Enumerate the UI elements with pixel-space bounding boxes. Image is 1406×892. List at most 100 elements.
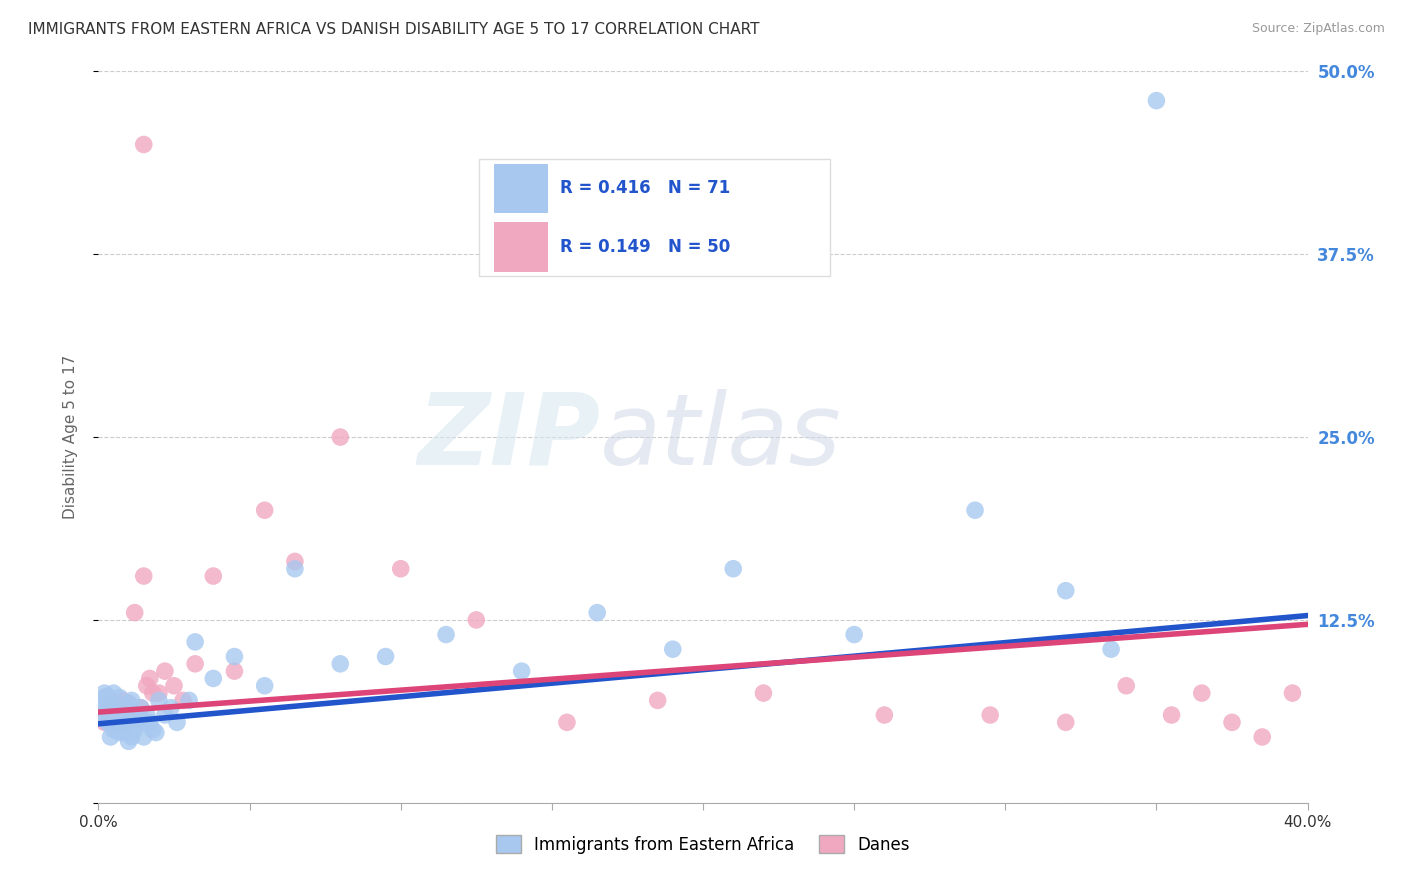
Point xyxy=(93,705,115,719)
Point xyxy=(118,734,141,748)
Point xyxy=(434,627,457,641)
Point xyxy=(129,700,152,714)
Point xyxy=(166,715,188,730)
Point xyxy=(132,137,155,152)
Point xyxy=(139,672,162,686)
Text: atlas: atlas xyxy=(600,389,842,485)
Point xyxy=(184,635,207,649)
Point xyxy=(127,715,149,730)
Point xyxy=(108,700,131,714)
Point xyxy=(132,715,155,730)
Point xyxy=(129,700,152,714)
Point xyxy=(103,715,125,730)
Point xyxy=(127,711,149,725)
Point xyxy=(555,715,578,730)
FancyBboxPatch shape xyxy=(494,163,548,213)
Point xyxy=(118,705,141,719)
Point xyxy=(132,569,155,583)
Text: R = 0.416   N = 71: R = 0.416 N = 71 xyxy=(561,179,731,197)
Point xyxy=(1281,686,1303,700)
Point xyxy=(124,708,146,723)
Point xyxy=(96,693,118,707)
Point xyxy=(96,708,118,723)
Point xyxy=(172,693,194,707)
Point xyxy=(132,730,155,744)
Point xyxy=(1220,715,1243,730)
Point xyxy=(108,725,131,739)
Point xyxy=(184,657,207,671)
Point xyxy=(1054,715,1077,730)
Point xyxy=(647,693,669,707)
Y-axis label: Disability Age 5 to 17: Disability Age 5 to 17 xyxy=(63,355,77,519)
Point xyxy=(111,708,134,723)
Point xyxy=(118,715,141,730)
Point xyxy=(100,708,122,723)
Point xyxy=(103,686,125,700)
Point xyxy=(465,613,488,627)
Point xyxy=(135,708,157,723)
Point xyxy=(148,693,170,707)
Point xyxy=(108,690,131,705)
Point xyxy=(202,672,225,686)
Point xyxy=(108,715,131,730)
Point xyxy=(329,430,352,444)
Point xyxy=(96,715,118,730)
Point xyxy=(100,696,122,710)
Point xyxy=(1115,679,1137,693)
Point xyxy=(108,711,131,725)
Point xyxy=(224,649,246,664)
Point xyxy=(96,700,118,714)
Point xyxy=(145,725,167,739)
Point xyxy=(374,649,396,664)
Point xyxy=(93,711,115,725)
Point xyxy=(153,664,176,678)
Point xyxy=(873,708,896,723)
Text: R = 0.149   N = 50: R = 0.149 N = 50 xyxy=(561,238,731,256)
Point xyxy=(135,679,157,693)
Point xyxy=(661,642,683,657)
Point xyxy=(1191,686,1213,700)
Point xyxy=(752,686,775,700)
Point xyxy=(121,693,143,707)
Point xyxy=(105,696,128,710)
Point xyxy=(103,708,125,723)
Point xyxy=(93,696,115,710)
Text: Source: ZipAtlas.com: Source: ZipAtlas.com xyxy=(1251,22,1385,36)
Point xyxy=(124,606,146,620)
Point xyxy=(100,715,122,730)
Point xyxy=(96,689,118,703)
Point xyxy=(114,725,136,739)
Point xyxy=(93,686,115,700)
Point xyxy=(100,705,122,719)
Point xyxy=(979,708,1001,723)
Point xyxy=(124,723,146,737)
Point xyxy=(100,730,122,744)
Point xyxy=(103,705,125,719)
Point xyxy=(160,700,183,714)
Point xyxy=(284,554,307,568)
Point xyxy=(100,696,122,710)
Point xyxy=(148,686,170,700)
Point xyxy=(253,503,276,517)
Point xyxy=(114,700,136,714)
Point xyxy=(844,627,866,641)
Point xyxy=(179,693,201,707)
Point xyxy=(100,711,122,725)
Point xyxy=(1251,730,1274,744)
Point xyxy=(118,696,141,710)
Point xyxy=(90,708,112,723)
Point xyxy=(153,708,176,723)
Point xyxy=(586,606,609,620)
Point xyxy=(111,715,134,730)
Legend: Immigrants from Eastern Africa, Danes: Immigrants from Eastern Africa, Danes xyxy=(489,829,917,860)
Point xyxy=(329,657,352,671)
Point xyxy=(103,723,125,737)
Point xyxy=(163,679,186,693)
Point xyxy=(253,679,276,693)
Point xyxy=(1054,583,1077,598)
Point xyxy=(105,723,128,737)
Text: ZIP: ZIP xyxy=(418,389,600,485)
Point xyxy=(1144,94,1167,108)
Point xyxy=(105,711,128,725)
Point xyxy=(1099,642,1122,657)
